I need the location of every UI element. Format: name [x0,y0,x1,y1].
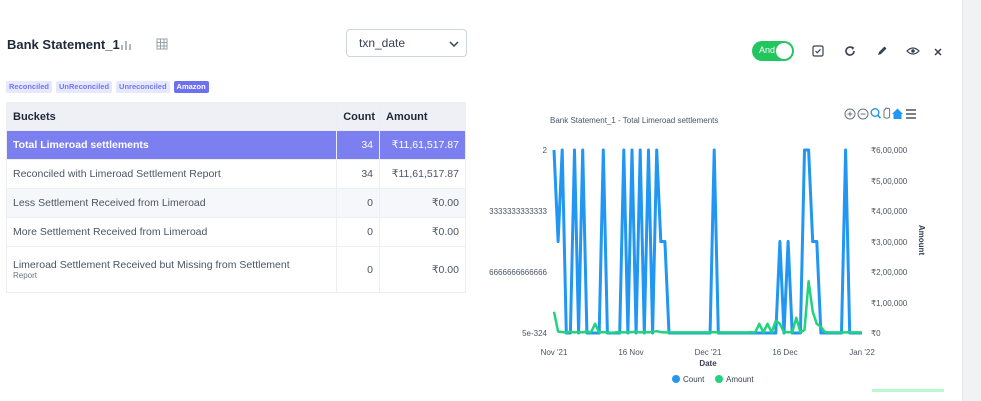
table-row[interactable]: More Settlement Received from Limeroad 0… [5,217,466,247]
y-left-tick: 3333333333333 [489,207,547,216]
filter-badge[interactable]: Reconciled [6,81,53,93]
table-row[interactable]: Less Settlement Received from Limeroad 0… [5,188,466,218]
x-axis: Nov '21 16 Nov Dec '21 16 Dec Jan '22 [541,348,876,357]
status-hint-bar [872,389,944,392]
zoom-in-icon[interactable] [844,108,856,120]
y-left-tick: 6666666666666 [489,268,547,277]
bucket-amount: ₹11,61,517.87 [379,130,466,160]
bucket-name: Reconciled with Limeroad Settlement Repo… [5,159,338,189]
bucket-count: 0 [336,188,380,218]
table-row[interactable]: Limeroad Settlement Received but Missing… [5,246,466,293]
bucket-count: 0 [336,217,380,247]
x-tick: Jan '22 [849,348,875,357]
filter-badge[interactable]: UnReconciled [56,81,113,93]
date-field-select[interactable]: txn_date [346,29,467,57]
page-title: Bank Statement_1 [7,37,120,52]
pan-hand-icon[interactable] [883,107,891,119]
table-row[interactable]: Reconciled with Limeroad Settlement Repo… [5,159,466,189]
y-right-tick: ₹5,00,000 [871,177,908,186]
checkbox-icon[interactable] [810,43,826,59]
and-toggle[interactable]: And [752,41,794,61]
legend-item-amount[interactable]: Amount [715,375,754,384]
column-header-buckets: Buckets [5,102,338,131]
chart-title: Bank Statement_1 - Total Limeroad settle… [550,116,718,125]
y-left-tick: 2 [543,146,548,155]
home-reset-icon[interactable] [892,108,903,120]
magnifier-icon[interactable] [870,107,882,119]
legend-label-amount: Amount [726,375,754,384]
menu-icon[interactable] [906,109,916,119]
legend-item-count[interactable]: Count [672,375,705,384]
eye-icon[interactable] [905,43,921,59]
bucket-count: 0 [336,246,380,293]
y-axis-left: 2 3333333333333 6666666666666 5e-324 [489,146,547,338]
bucket-count: 34 [336,130,380,160]
bucket-name: Limeroad Settlement Received but Missing… [13,259,290,271]
series-layer [552,148,862,335]
bucket-amount: ₹11,61,517.87 [379,159,466,189]
x-tick: Dec '21 [695,348,722,357]
y-axis-right: ₹6,00,000 ₹5,00,000 ₹4,00,000 ₹3,00,000 … [871,146,908,338]
table-row-selected[interactable]: Total Limeroad settlements 34 ₹11,61,517… [5,130,466,160]
bucket-name-cell: Limeroad Settlement Received but Missing… [5,246,338,293]
legend-swatch-count [672,375,680,383]
y-left-tick: 5e-324 [522,329,547,338]
table-icon[interactable] [154,36,170,52]
bucket-amount: ₹0.00 [379,217,466,247]
bar-chart-icon[interactable] [118,36,134,52]
toggle-knob [776,43,792,59]
x-tick: 16 Dec [772,348,797,357]
bucket-amount: ₹0.00 [379,246,466,293]
buckets-table: Buckets Count Amount Total Limeroad sett… [5,102,466,293]
bucket-name-continued: Report [13,271,38,280]
bucket-amount: ₹0.00 [379,188,466,218]
y-right-tick: ₹2,00,000 [871,268,908,277]
column-header-count: Count [336,102,380,131]
x-axis-label: Date [699,359,717,368]
y-right-tick: ₹1,00,000 [871,299,908,308]
series-line-count [552,148,862,335]
close-icon[interactable] [930,43,946,59]
series-line-amount [552,279,862,334]
settlements-chart: Bank Statement_1 - Total Limeroad settle… [489,107,926,384]
bucket-count: 34 [336,159,380,189]
filter-badge[interactable]: Unreconciled [116,81,170,93]
refresh-icon[interactable] [842,43,858,59]
column-header-amount: Amount [379,102,466,131]
legend-label-count: Count [683,375,705,384]
y-axis-right-label: Amount [917,225,926,256]
table-header-row: Buckets Count Amount [5,102,466,131]
y-right-tick: ₹0 [871,329,881,338]
chart-legend: Count Amount [672,375,754,384]
bucket-name: More Settlement Received from Limeroad [5,217,338,247]
scrollbar[interactable] [962,0,981,401]
toggle-label: And [759,45,776,55]
y-right-tick: ₹4,00,000 [871,207,908,216]
x-tick: 16 Nov [618,348,643,357]
select-value: txn_date [359,36,406,50]
pencil-icon[interactable] [874,43,890,59]
legend-swatch-amount [715,375,723,383]
bucket-name: Total Limeroad settlements [5,130,338,160]
filter-badge-active[interactable]: Amazon [173,81,209,93]
bucket-name: Less Settlement Received from Limeroad [5,188,338,218]
zoom-out-icon[interactable] [857,108,869,120]
chart-toolbar [844,107,916,120]
filter-badges: Reconciled UnReconciled Unreconciled Ama… [6,81,209,93]
x-tick: Nov '21 [541,348,568,357]
y-right-tick: ₹6,00,000 [871,146,908,155]
y-right-tick: ₹3,00,000 [871,238,908,247]
chevron-down-icon [449,41,459,48]
